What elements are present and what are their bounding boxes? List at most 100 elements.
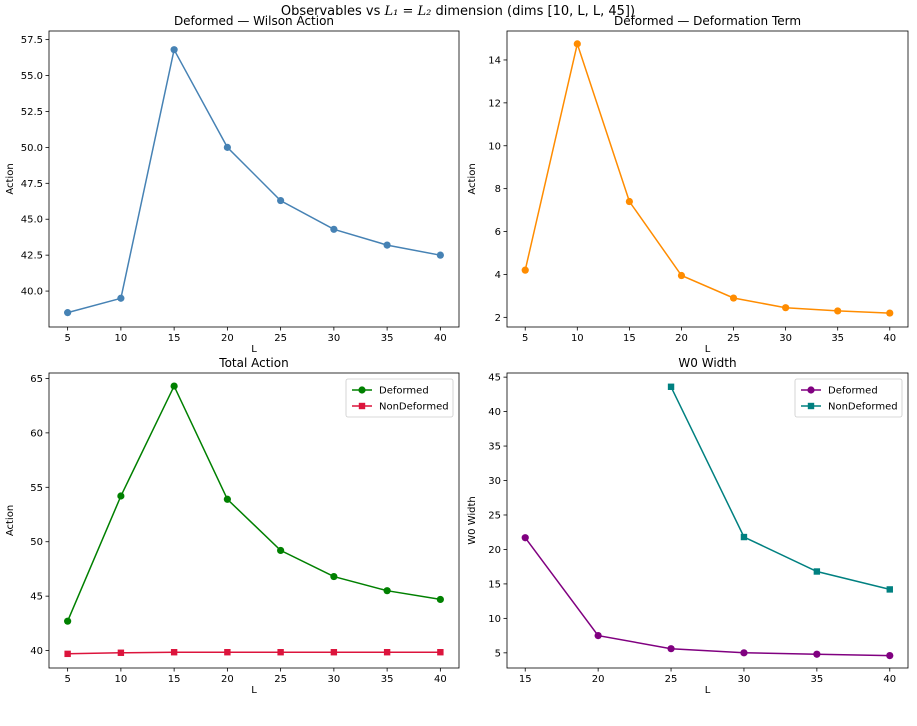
wilson-action-data-point — [383, 241, 391, 249]
x-tick-label: 20 — [675, 333, 688, 344]
legend-marker — [807, 386, 815, 394]
w0-width-data-point — [521, 534, 529, 542]
x-tick-label: 15 — [168, 674, 181, 685]
w0-width-xlabel: L — [705, 685, 711, 696]
y-tick-label: 45 — [30, 592, 43, 603]
w0-width-data-point — [594, 632, 602, 640]
deformation-term-data-point — [625, 197, 633, 206]
total-action-data-point — [383, 587, 391, 595]
x-tick-label: 25 — [274, 333, 287, 344]
total-action-legend: Deformed NonDeformed — [345, 378, 454, 418]
panel-total-action: Total Action 5 10 15 20 25 30 35 40 40 45 50 55 60 65 L… — [5, 356, 460, 696]
legend-box — [794, 378, 903, 418]
w0-width-title: W0 Width — [678, 356, 736, 370]
wilson-action-data-point — [117, 294, 125, 302]
suptitle-math: L₁ = L₂ — [384, 4, 432, 19]
total-action-data-point — [277, 649, 284, 656]
y-tick-label: 35 — [488, 442, 501, 453]
deformation-term-data-point — [834, 307, 842, 315]
legend-entry: NonDeformed — [828, 402, 898, 413]
y-tick-label: 50 — [30, 537, 43, 548]
x-tick-label: 30 — [328, 333, 341, 344]
total-action-data-point — [383, 649, 391, 656]
wilson-action-data-point — [277, 196, 285, 205]
w0-width-axes-frame — [506, 372, 909, 669]
total-action-series-nondeformed-line — [67, 651, 441, 655]
wilson-action-xlabel: L — [251, 344, 257, 355]
y-tick-label: 40 — [30, 646, 43, 657]
y-tick-label: 52.5 — [21, 107, 43, 118]
x-tick-label: 40 — [434, 674, 447, 685]
y-tick-label: 40.0 — [21, 287, 43, 298]
x-tick-label: 5 — [64, 333, 70, 344]
x-tick-label: 20 — [592, 674, 605, 685]
total-action-series-deformed-line — [66, 384, 441, 622]
x-tick-label: 5 — [522, 333, 528, 344]
w0-width-data-point — [740, 533, 748, 541]
y-tick-label: 45.0 — [21, 215, 43, 226]
w0-width-data-point — [667, 645, 675, 653]
x-tick-label: 40 — [883, 333, 896, 344]
total-action-data-point — [436, 595, 444, 604]
deformation-term-data-point — [573, 40, 581, 48]
y-tick-label: 6 — [495, 227, 501, 238]
total-action-data-point — [64, 617, 72, 625]
legend-marker — [358, 402, 366, 410]
deformation-term-data-point — [521, 266, 529, 274]
y-tick-label: 15 — [488, 579, 501, 590]
y-tick-label: 45 — [488, 373, 501, 384]
y-tick-label: 55 — [30, 483, 43, 494]
figure-suptitle: Observables vs L₁ = L₂ dimension (dims [… — [281, 4, 635, 19]
legend-box — [345, 378, 454, 418]
y-tick-label: 5 — [495, 648, 501, 659]
x-tick-label: 40 — [883, 674, 896, 685]
legend-entry: Deformed — [828, 386, 878, 397]
x-tick-label: 20 — [221, 674, 234, 685]
total-action-data-point — [117, 649, 125, 656]
x-tick-label: 25 — [665, 674, 678, 685]
legend-marker — [358, 386, 366, 394]
x-tick-label: 10 — [571, 333, 584, 344]
deformation-term-series-0-line — [524, 41, 890, 314]
x-tick-label: 30 — [779, 333, 792, 344]
total-action-data-point — [330, 572, 338, 581]
y-tick-label: 12 — [488, 98, 501, 109]
x-tick-label: 5 — [64, 674, 70, 685]
x-tick-label: 35 — [810, 674, 823, 685]
total-action-xlabel: L — [251, 685, 257, 696]
deformation-term-data-point — [782, 304, 790, 312]
suptitle-prefix: Observables vs — [281, 4, 385, 19]
y-tick-label: 50.0 — [21, 143, 43, 154]
w0-width-data-point — [886, 651, 894, 660]
wilson-action-title: Deformed — Wilson Action — [174, 14, 334, 28]
panel-w0-width: W0 Width 15 20 25 30 35 40 5 10 15 20 25 30 35 40 45 L W0… — [467, 356, 909, 696]
w0-width-data-point — [886, 586, 893, 593]
legend-entry: Deformed — [379, 386, 429, 397]
y-tick-label: 2 — [495, 313, 501, 324]
w0-width-data-point — [813, 650, 821, 658]
w0-width-data-point — [813, 568, 821, 575]
y-tick-label: 47.5 — [21, 179, 43, 190]
y-tick-label: 4 — [495, 270, 501, 281]
w0-width-series-deformed-line — [524, 537, 890, 657]
y-tick-label: 40 — [488, 407, 501, 418]
x-tick-label: 10 — [115, 674, 128, 685]
legend-entry: NonDeformed — [379, 402, 449, 413]
x-tick-label: 30 — [328, 674, 341, 685]
x-tick-label: 25 — [727, 333, 740, 344]
wilson-action-data-point — [436, 251, 444, 259]
x-tick-label: 20 — [221, 333, 234, 344]
x-tick-label: 40 — [434, 333, 447, 344]
wilson-action-ylabel: Action — [5, 163, 16, 194]
wilson-action-data-point — [64, 309, 72, 317]
y-tick-label: 10 — [488, 614, 501, 625]
x-tick-label: 30 — [738, 674, 751, 685]
y-tick-label: 25 — [488, 510, 501, 521]
w0-width-data-point — [667, 383, 675, 390]
w0-width-ylabel: W0 Width — [467, 496, 478, 544]
y-tick-label: 30 — [488, 476, 501, 487]
wilson-action-data-point — [330, 225, 338, 233]
total-action-ylabel: Action — [5, 505, 16, 536]
wilson-action-axes-frame — [48, 30, 460, 328]
